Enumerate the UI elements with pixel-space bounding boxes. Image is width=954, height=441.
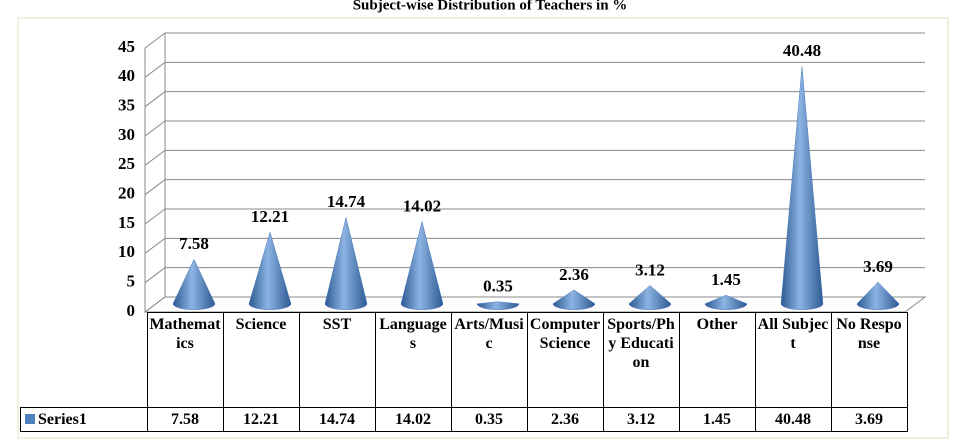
- cone: [780, 66, 824, 310]
- y-tick-label: 25: [118, 154, 135, 173]
- grid-line: [144, 61, 925, 78]
- chart-title: Subject-wise Distribution of Teachers in…: [353, 0, 628, 13]
- y-tick-label: 35: [118, 96, 135, 115]
- table-value: 14.74: [298, 407, 376, 432]
- x-tick-label: Computer Science: [526, 312, 604, 408]
- table-value: 14.02: [374, 407, 452, 432]
- table-value: 7.58: [146, 407, 224, 432]
- y-tick-label: 45: [118, 37, 135, 56]
- x-tick-label: Mathematics: [146, 312, 224, 408]
- x-tick-label: Science: [222, 312, 300, 408]
- cone: [628, 285, 672, 310]
- y-tick-label: 0: [127, 301, 136, 320]
- table-value: 40.48: [754, 407, 832, 432]
- data-label: 2.36: [559, 265, 589, 284]
- grid-line: [144, 91, 925, 108]
- cone: [172, 258, 216, 310]
- cone: [704, 294, 748, 310]
- y-tick-label: 20: [118, 184, 135, 203]
- x-tick-label: Sports/Phy Education: [602, 312, 680, 408]
- legend-swatch: [25, 414, 35, 424]
- x-tick-label: Languages: [374, 312, 452, 408]
- y-tick-label: 10: [118, 242, 135, 261]
- table-value: 3.69: [830, 407, 908, 432]
- data-label: 7.58: [179, 234, 209, 253]
- y-tick-label: 5: [127, 272, 136, 291]
- table-value: 12.21: [222, 407, 300, 432]
- y-tick-label: 40: [118, 66, 135, 85]
- x-tick-label: No Response: [830, 312, 908, 408]
- data-table: Mathematics Science SST Languages Arts/Music…: [20, 312, 908, 432]
- legend-entry: Series1: [20, 407, 148, 432]
- table-value: 0.35: [450, 407, 528, 432]
- x-tick-label: Arts/Music: [450, 312, 528, 408]
- table-value: 2.36: [526, 407, 604, 432]
- data-label: 14.02: [403, 196, 441, 215]
- data-label: 1.45: [711, 270, 741, 289]
- cone: [248, 231, 292, 310]
- y-tick-label: 30: [118, 125, 135, 144]
- table-value: 1.45: [678, 407, 756, 432]
- cone: [400, 221, 444, 310]
- plot-border: [17, 17, 949, 439]
- cone: [552, 289, 596, 310]
- table-value: 3.12: [602, 407, 680, 432]
- data-label: 40.48: [783, 41, 821, 60]
- data-label: 14.74: [327, 192, 366, 211]
- x-tick-label: All Subject: [754, 312, 832, 408]
- data-label: 3.12: [635, 260, 665, 279]
- x-tick-label: SST: [298, 312, 376, 408]
- cone: [856, 281, 900, 310]
- legend-label: Series1: [38, 411, 87, 428]
- data-label: 0.35: [483, 277, 513, 296]
- cone: [476, 301, 520, 310]
- x-tick-label: Other: [678, 312, 756, 408]
- data-label: 12.21: [251, 207, 289, 226]
- cone: [324, 217, 368, 310]
- data-label: 3.69: [863, 257, 893, 276]
- y-tick-label: 15: [118, 213, 135, 232]
